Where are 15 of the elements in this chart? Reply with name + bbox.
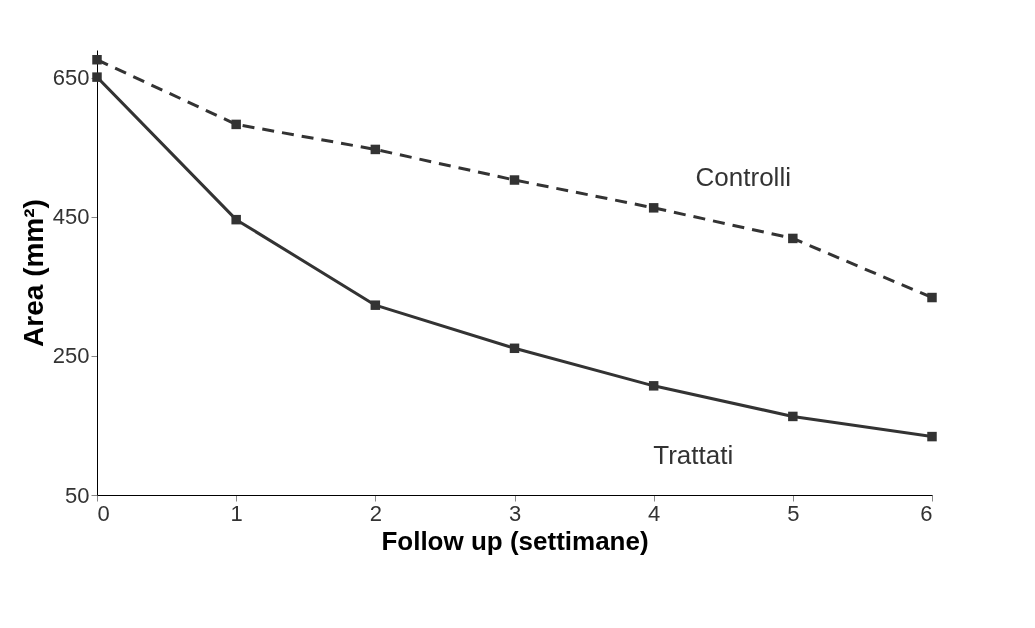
x-tick-label: 4	[648, 500, 661, 526]
x-tick-label: 5	[787, 500, 800, 526]
series-label: Controlli	[695, 162, 791, 193]
x-tick-label: 1	[230, 500, 243, 526]
x-tick-label: 3	[508, 500, 522, 526]
y-tick-label: 650	[52, 65, 90, 91]
x-axis-title: Follow up (settimane)	[381, 525, 649, 556]
y-axis-title: Area (mm²)	[17, 199, 49, 347]
y-tick-label: 50	[65, 482, 90, 508]
x-tick-label: 0	[97, 500, 110, 526]
y-tick-label: 450	[52, 204, 90, 230]
series-label: Trattati	[653, 440, 734, 471]
y-tick-label: 250	[52, 343, 90, 369]
x-tick-label: 2	[369, 500, 382, 526]
x-tick-label: 6	[920, 500, 933, 526]
